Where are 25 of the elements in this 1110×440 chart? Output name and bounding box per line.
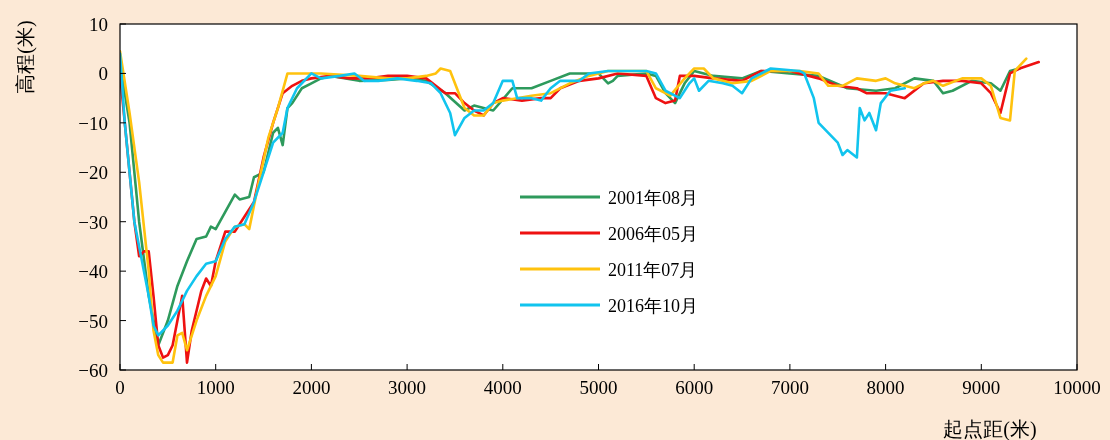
x-tick-label: 3000: [388, 377, 427, 398]
y-axis-title: 高程(米): [14, 20, 37, 94]
legend-label: 2016年10月: [608, 296, 698, 316]
legend-label: 2001年08月: [608, 188, 698, 208]
y-tick-label: 0: [98, 63, 108, 85]
x-tick-label: 5000: [579, 377, 618, 398]
y-tick-label: −50: [78, 310, 108, 332]
x-tick-label: 1000: [196, 377, 235, 398]
y-tick-label: −40: [78, 261, 108, 283]
x-tick-label: 6000: [675, 377, 714, 398]
x-tick-label: 4000: [483, 377, 522, 398]
y-tick-label: −20: [78, 162, 108, 184]
x-axis-title: 起点距(米): [943, 418, 1037, 440]
y-tick-label: −30: [78, 211, 108, 233]
x-tick-label: 10000: [1053, 377, 1101, 398]
x-tick-label: 2000: [292, 377, 331, 398]
x-tick-label: 8000: [866, 377, 905, 398]
y-tick-label: 10: [89, 14, 108, 35]
x-tick-label: 9000: [962, 377, 1001, 398]
legend-label: 2011年07月: [608, 260, 698, 280]
x-tick-label: 0: [115, 377, 125, 398]
legend-label: 2006年05月: [608, 224, 698, 244]
y-tick-label: −10: [78, 112, 108, 134]
x-tick-label: 7000: [770, 377, 809, 398]
y-tick-label: −60: [78, 360, 108, 381]
